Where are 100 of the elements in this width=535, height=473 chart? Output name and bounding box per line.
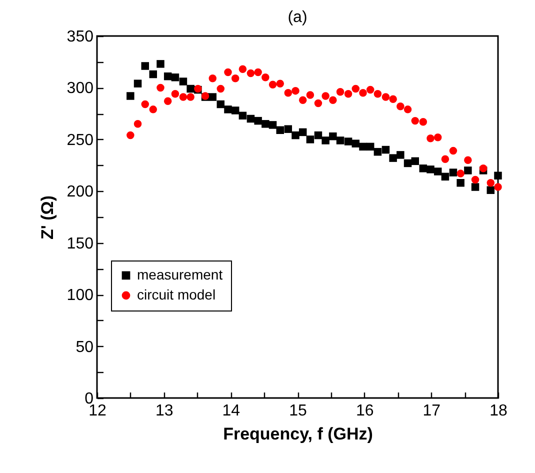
point <box>396 102 404 110</box>
point <box>449 168 458 176</box>
x-tick-label: 18 <box>490 402 508 420</box>
point <box>298 128 307 136</box>
point <box>366 142 374 151</box>
point <box>426 166 434 174</box>
point <box>268 80 277 88</box>
point <box>164 97 172 106</box>
y-tick-label: 150 <box>66 235 94 252</box>
point <box>149 70 158 78</box>
x-tick-label: 13 <box>155 402 174 420</box>
point <box>224 68 232 76</box>
x-tick-label: 14 <box>222 402 240 420</box>
point <box>366 86 374 94</box>
point <box>208 74 216 82</box>
point <box>238 112 247 120</box>
point <box>268 121 277 129</box>
point <box>171 74 180 82</box>
point <box>208 93 216 101</box>
point <box>441 172 450 181</box>
point <box>404 106 412 114</box>
point <box>262 120 270 128</box>
x-tick-label: 15 <box>289 402 307 420</box>
point <box>352 140 360 148</box>
point <box>441 155 450 163</box>
point <box>231 74 240 82</box>
point <box>262 74 270 82</box>
x-tick-label: 16 <box>356 402 374 420</box>
point <box>186 93 194 101</box>
point <box>389 154 397 162</box>
point <box>306 91 314 99</box>
point <box>179 78 188 86</box>
y-tick-label: 350 <box>66 28 94 46</box>
point <box>336 136 344 144</box>
point <box>434 168 442 176</box>
point <box>246 69 255 78</box>
point <box>314 99 322 108</box>
chart-title: (a) <box>288 9 308 26</box>
point <box>276 80 284 88</box>
point <box>276 126 284 134</box>
point <box>231 106 240 114</box>
point <box>298 96 307 104</box>
point <box>322 92 330 100</box>
point <box>314 131 322 140</box>
x-tick-label: 17 <box>422 402 441 420</box>
point <box>382 146 390 154</box>
point <box>494 183 502 191</box>
point <box>486 186 495 194</box>
point <box>464 166 472 174</box>
point <box>404 159 412 168</box>
point <box>396 151 404 159</box>
point <box>179 93 188 101</box>
point <box>344 138 352 146</box>
point <box>329 96 337 104</box>
point <box>486 179 495 187</box>
point <box>141 62 149 70</box>
point <box>464 156 472 164</box>
point <box>434 133 442 142</box>
point <box>164 72 172 80</box>
point <box>426 134 434 142</box>
point <box>494 172 502 180</box>
point <box>419 118 428 126</box>
y-tick-label: 300 <box>66 80 94 98</box>
point <box>156 60 164 68</box>
point <box>322 136 330 144</box>
point <box>359 142 367 151</box>
point <box>382 93 390 101</box>
point <box>216 100 225 108</box>
legend-label: measurement <box>137 266 223 282</box>
point <box>411 116 419 125</box>
point <box>389 95 397 103</box>
point <box>456 170 464 178</box>
point <box>344 90 352 98</box>
y-tick-label: 250 <box>66 132 94 149</box>
point <box>292 86 300 95</box>
point <box>134 120 142 128</box>
point <box>374 148 382 156</box>
point <box>411 157 419 166</box>
point <box>224 106 232 114</box>
point <box>254 116 262 125</box>
y-tick-label: 50 <box>76 338 94 356</box>
point <box>186 84 194 93</box>
point <box>456 178 464 187</box>
y-tick-label: 200 <box>66 184 94 201</box>
point <box>284 89 292 97</box>
point <box>329 132 337 140</box>
point <box>292 131 300 140</box>
legend-label: circuit model <box>137 286 216 302</box>
point <box>306 136 314 144</box>
point <box>449 146 458 155</box>
point <box>238 65 247 73</box>
point <box>419 164 428 172</box>
point <box>171 90 180 98</box>
x-tick-label: 12 <box>88 402 106 420</box>
point <box>156 84 164 92</box>
point <box>374 90 382 98</box>
point <box>471 176 480 184</box>
point <box>352 84 360 93</box>
x-axis-title: Frequency, f (GHz) <box>223 424 373 444</box>
point <box>254 68 262 76</box>
